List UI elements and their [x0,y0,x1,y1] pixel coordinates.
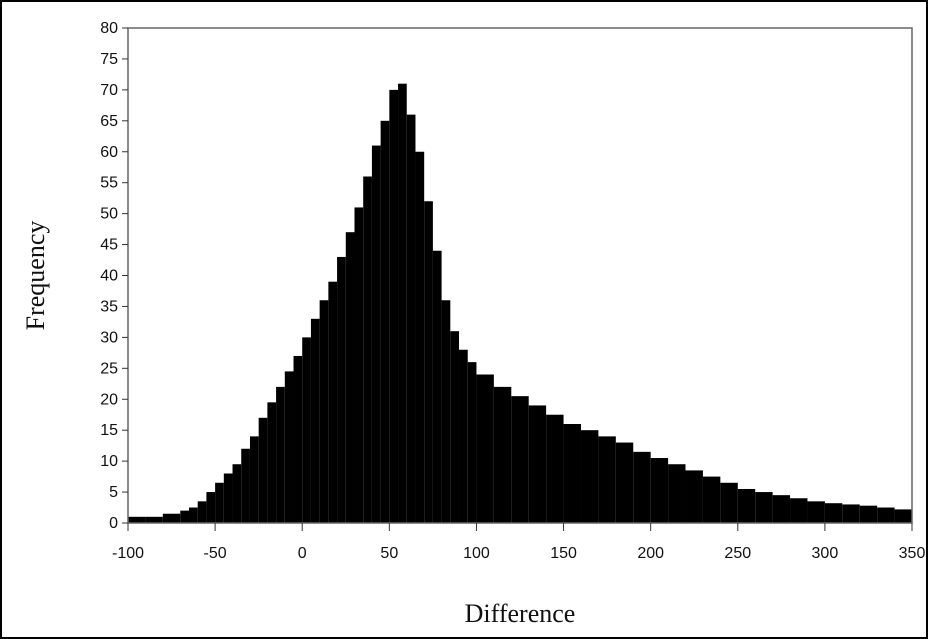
y-axis-title: Frequency [21,221,50,331]
histogram-bar [894,509,912,523]
histogram-bar [877,507,895,523]
y-tick-label: 30 [100,329,118,346]
histogram-bar [328,281,338,523]
histogram-bar [215,482,224,523]
y-tick-label: 55 [100,175,118,192]
histogram-bar [249,436,259,524]
x-tick-label: 250 [724,545,751,562]
histogram-bar [145,516,163,523]
y-tick-label: 5 [109,484,118,501]
histogram-bar [807,501,825,523]
histogram-bar [772,495,791,523]
histogram-bar [415,151,425,523]
histogram-bar [337,256,346,523]
histogram-bar [563,424,581,523]
histogram-bar [790,498,808,523]
y-tick-label: 20 [100,391,118,408]
histogram-bar [546,414,564,523]
histogram-bar [389,89,399,524]
histogram-bar [162,513,181,523]
y-tick-label: 40 [100,268,118,285]
histogram-bar [633,451,651,523]
y-tick-label: 10 [100,453,118,470]
y-tick-label: 60 [100,144,118,161]
histogram-bar [276,386,285,524]
histogram-bar [302,337,311,524]
x-axis-ticks: -100 -50 0 50 100 150 200 250 300 350 [112,523,925,562]
y-tick-label: 35 [100,298,118,315]
histogram-bar [467,362,477,524]
histogram-bar [197,501,207,523]
histogram-bar [398,83,407,523]
histogram-bar [450,331,460,523]
histogram-bar [511,396,529,523]
histogram-bar [293,355,303,523]
histogram-bar [824,503,843,523]
x-tick-label: 300 [812,545,839,562]
histogram-bar [363,176,372,523]
x-tick-label: 200 [637,545,664,562]
histogram-bar [206,492,216,523]
y-tick-label: 80 [100,20,118,37]
histogram-bar [476,374,494,523]
histogram-bar [598,436,616,524]
histogram-bar [371,145,381,523]
y-tick-label: 50 [100,206,118,223]
histogram-bar [842,504,860,523]
histogram-bar [284,371,294,523]
histogram-bar [737,488,756,523]
histogram-bar [441,300,451,523]
histogram-bar [755,492,773,523]
histogram-bar [424,201,433,523]
histogram-bar [459,349,468,523]
x-tick-label: 350 [899,545,926,562]
histogram-bar [319,300,329,523]
histogram-bar [180,510,189,524]
histogram-bar [380,120,390,523]
histogram-bars [128,83,913,524]
x-tick-label: -100 [112,545,144,562]
histogram-bar [432,250,442,523]
histogram-bar [223,473,233,523]
y-axis-ticks: 0 5 10 15 20 25 30 35 40 45 50 55 60 65 70 75 80 [100,20,128,532]
histogram-bar [528,405,547,523]
y-tick-label: 0 [109,515,118,532]
histogram-bar [232,464,242,523]
y-tick-label: 25 [100,360,118,377]
y-tick-label: 75 [100,51,118,68]
histogram-bar [685,470,703,523]
histogram-bar [702,476,721,523]
histogram-bar [859,505,878,523]
histogram-bar [668,464,686,523]
histogram-bar [310,318,320,523]
y-tick-label: 65 [100,113,118,130]
histogram-bar [615,442,634,523]
x-tick-label: 100 [463,545,490,562]
histogram-bar [720,482,738,523]
y-tick-label: 45 [100,237,118,254]
histogram-bar [354,207,364,523]
histogram-bar [241,448,250,523]
histogram-bar [345,232,355,523]
x-tick-label: 0 [298,545,307,562]
histogram-bar [580,430,599,523]
x-tick-label: 150 [550,545,577,562]
y-tick-label: 70 [100,82,118,99]
histogram-bar [128,516,146,523]
y-tick-label: 15 [100,422,118,439]
histogram-bar [650,458,669,523]
x-tick-label: -50 [204,545,227,562]
x-tick-label: 50 [380,545,398,562]
histogram-bar [188,507,198,523]
histogram-bar [406,114,416,524]
histogram-bar [258,417,268,523]
histogram-bar [493,386,512,524]
x-axis-title: Difference [465,599,576,628]
histogram-bar [267,402,277,523]
